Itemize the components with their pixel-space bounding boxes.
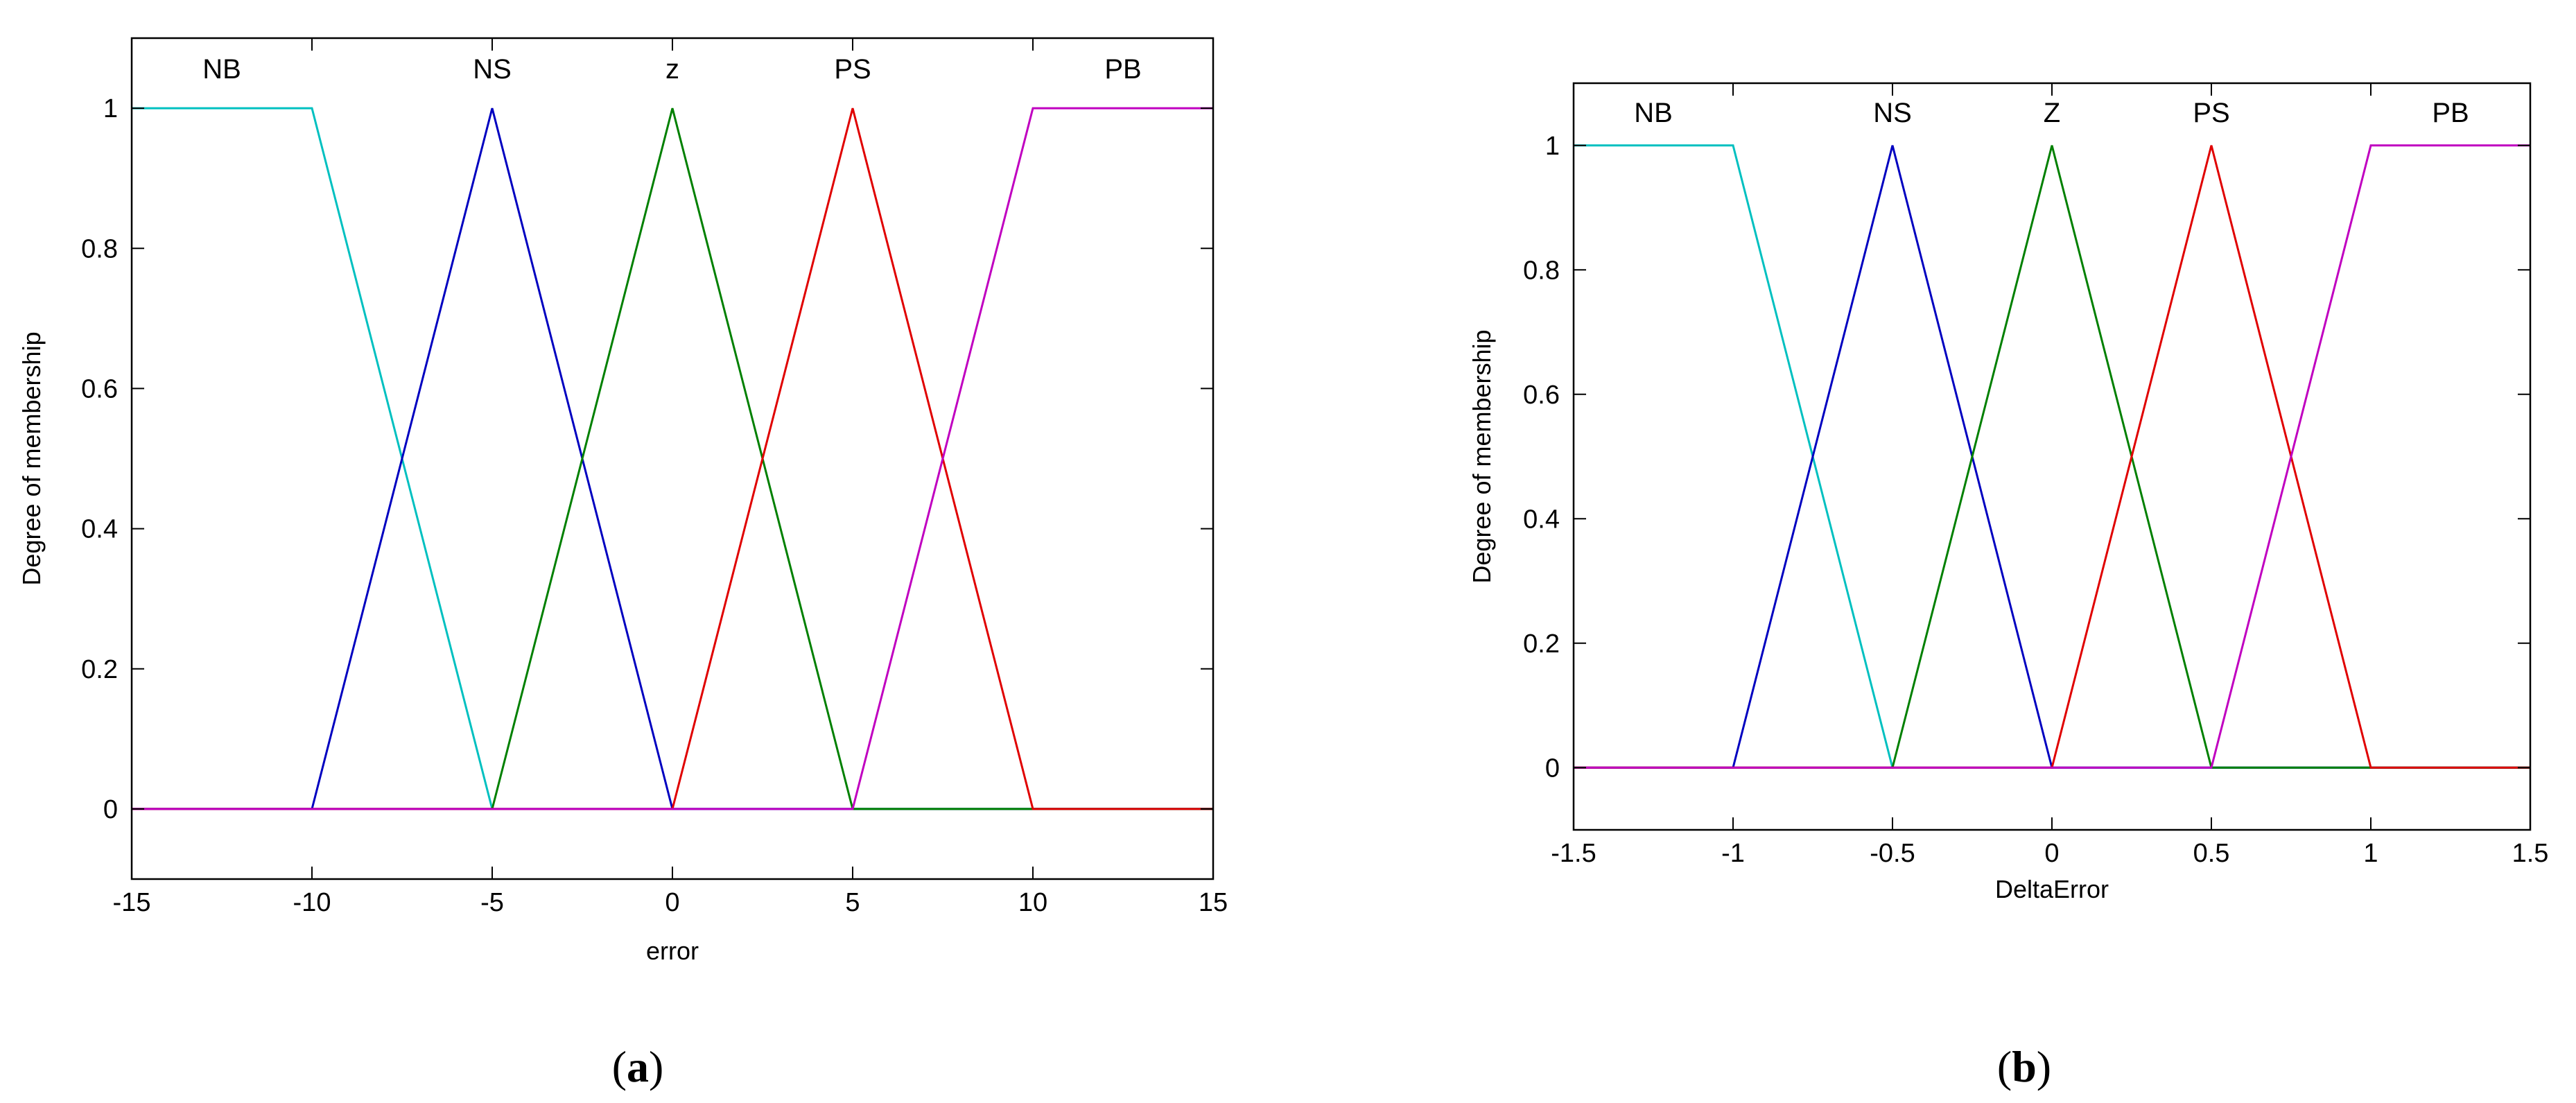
series-line-nb [132, 107, 1213, 810]
x-axis-label: error [646, 937, 699, 965]
caption-close: ) [2037, 1042, 2051, 1091]
series-label-nb: NB [1634, 98, 1673, 128]
series-line-ps [132, 107, 1213, 810]
x-tick-label: 1.5 [2512, 839, 2549, 868]
x-tick-label: 0.5 [2193, 839, 2230, 868]
series-line-ns [132, 107, 1213, 810]
series-label-pb: PB [1104, 54, 1141, 85]
y-tick-label: 1 [103, 94, 118, 123]
series-line-z [1574, 145, 2530, 769]
x-tick-label: 15 [1199, 888, 1228, 917]
y-tick-label: 0.2 [1523, 629, 1560, 659]
y-tick-label: 0.4 [81, 515, 118, 544]
caption-open: ( [612, 1042, 627, 1091]
x-tick-label: -10 [293, 888, 331, 917]
plot-frame [1572, 82, 2532, 831]
series-line-ns [1574, 145, 2530, 769]
y-axis-label: Degree of membership [17, 331, 46, 585]
y-tick-label: 0 [1545, 754, 1560, 783]
series-label-ps: PS [2193, 98, 2229, 128]
plot-frame [130, 37, 1215, 880]
caption-letter: b [2012, 1042, 2037, 1091]
y-tick-label: 0.6 [1523, 381, 1560, 410]
chart-panel-b: -1.5 -1 -0.5 0 0.5 1 1.5 0 0.2 0.4 0.6 0.8 1 NB NS Z PS P… [1468, 82, 2549, 1091]
y-tick-label: 0 [103, 795, 118, 824]
x-tick-label: 0 [2044, 839, 2059, 868]
series-label-ns: NS [1873, 98, 1912, 128]
x-tick-label: -0.5 [1870, 839, 1915, 868]
y-tick-label: 0.6 [81, 374, 118, 403]
y-axis-label: Degree of membership [1468, 329, 1496, 583]
caption-letter: a [627, 1042, 649, 1091]
caption-close: ) [649, 1042, 663, 1091]
x-tick-label: 0 [665, 888, 679, 917]
x-tick-label: -1 [1721, 839, 1745, 868]
x-tick-label: 1 [2363, 839, 2378, 868]
x-tick-label: -15 [113, 888, 151, 917]
series-line-pb [1574, 144, 2530, 769]
x-tick-label: 5 [845, 888, 860, 917]
y-tick-label: 0.8 [1523, 256, 1560, 285]
x-axis-label: DeltaError [1995, 875, 2109, 903]
series-line-z [132, 107, 1213, 810]
series-label-pb: PB [2432, 98, 2469, 128]
x-tick-label: -5 [480, 888, 504, 917]
x-tick-label: -1.5 [1551, 839, 1596, 868]
series-line-pb [132, 107, 1213, 810]
series-label-ps: PS [834, 54, 871, 85]
series-label-z: z [665, 54, 679, 85]
y-tick-label: 0.4 [1523, 505, 1560, 534]
y-tick-label: 1 [1545, 132, 1560, 161]
panel-caption: (a) [612, 1042, 664, 1091]
series-line-ps [1574, 145, 2530, 769]
x-tick-label: 10 [1018, 888, 1047, 917]
series-label-z: Z [2044, 98, 2060, 128]
series-label-ns: NS [473, 54, 512, 85]
chart-panel-a: -15 -10 -5 0 5 10 15 0 0.2 0.4 0.6 0.8 1 NB NS z PS PB err… [17, 37, 1228, 1091]
panel-caption: (b) [1997, 1042, 2051, 1091]
caption-open: ( [1997, 1042, 2012, 1091]
series-line-nb [1574, 144, 2530, 769]
series-label-nb: NB [202, 54, 241, 85]
y-tick-label: 0.2 [81, 655, 118, 684]
y-tick-label: 0.8 [81, 234, 118, 263]
